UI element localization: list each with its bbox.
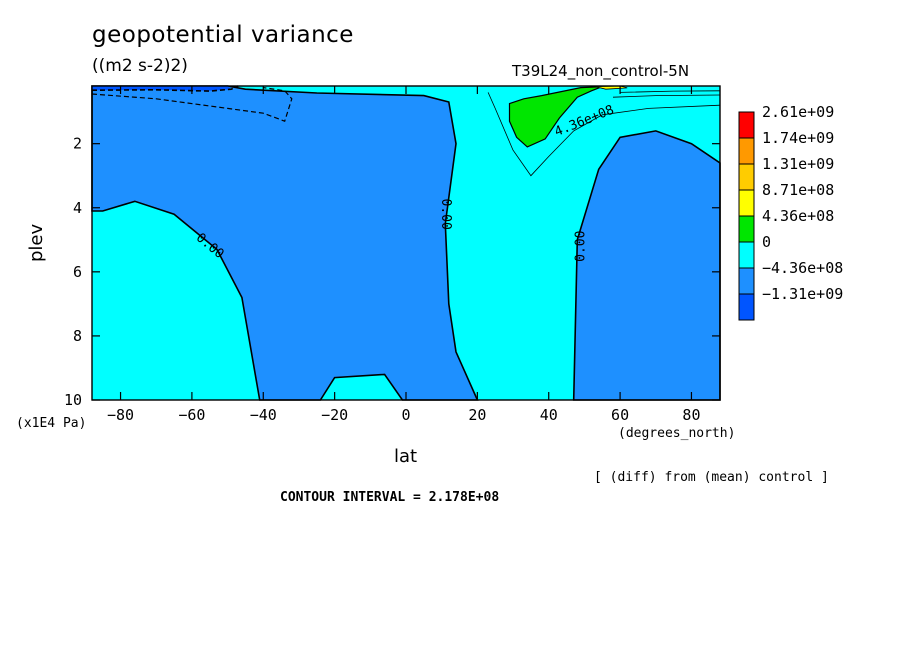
contour-interval-label: CONTOUR INTERVAL = 2.178E+08 — [280, 490, 500, 505]
legend-swatch-6 — [738, 267, 755, 295]
x-tick-label-3: −20 — [321, 406, 348, 424]
contour-line-1 — [612, 94, 721, 98]
legend-swatch-0 — [738, 111, 755, 139]
legend-label-3: 8.71e+08 — [762, 181, 834, 199]
contour-line-3 — [91, 87, 293, 122]
y-tick-label-4: 10 — [64, 391, 82, 409]
legend-label-1: 1.74e+09 — [762, 129, 834, 147]
contour-line-0 — [487, 92, 721, 177]
x-tick-label-7: 60 — [611, 406, 629, 424]
y-tick-label-0: 2 — [73, 135, 82, 153]
y-axis-units: (x1E4 Pa) — [16, 416, 87, 431]
high-region-green-wedge — [508, 86, 603, 148]
chart-title: geopotential variance — [92, 22, 354, 48]
legend-label-7: −1.31e+09 — [762, 285, 843, 303]
y-tick-label-3: 8 — [73, 327, 82, 345]
run-label: T39L24_non_control-5N — [512, 62, 690, 80]
legend-swatch-5 — [738, 241, 755, 269]
legend-swatch-4 — [738, 215, 755, 243]
contour-line-2 — [620, 90, 721, 93]
x-tick-label-5: 20 — [468, 406, 486, 424]
x-tick-label-2: −40 — [250, 406, 277, 424]
legend-label-2: 1.31e+09 — [762, 155, 834, 173]
x-axis-units: (degrees_north) — [618, 426, 736, 441]
contour-label-2: 0.00 — [573, 231, 588, 262]
legend-swatch-2 — [738, 163, 755, 191]
x-tick-label-6: 40 — [540, 406, 558, 424]
x-tick-label-8: 80 — [682, 406, 700, 424]
legend-swatch-1 — [738, 137, 755, 165]
x-tick-label-1: −60 — [178, 406, 205, 424]
y-tick-label-2: 6 — [73, 263, 82, 281]
legend-label-4: 4.36e+08 — [762, 207, 834, 225]
y-tick-label-1: 4 — [73, 199, 82, 217]
chart-units: ((m2 s-2)2) — [92, 56, 188, 76]
contour-line-4 — [91, 85, 239, 92]
x-tick-label-0: −80 — [107, 406, 134, 424]
diff-note: [ (diff) from (mean) control ] — [594, 470, 829, 485]
x-axis-label: lat — [394, 446, 418, 467]
legend-label-5: 0 — [762, 233, 771, 251]
x-tick-label-4: 0 — [401, 406, 410, 424]
contour-label-1: 0.00 — [438, 199, 453, 230]
legend-label-0: 2.61e+09 — [762, 103, 834, 121]
legend-swatch-7 — [738, 293, 755, 321]
legend-label-6: −4.36e+08 — [762, 259, 843, 277]
legend-swatch-3 — [738, 189, 755, 217]
